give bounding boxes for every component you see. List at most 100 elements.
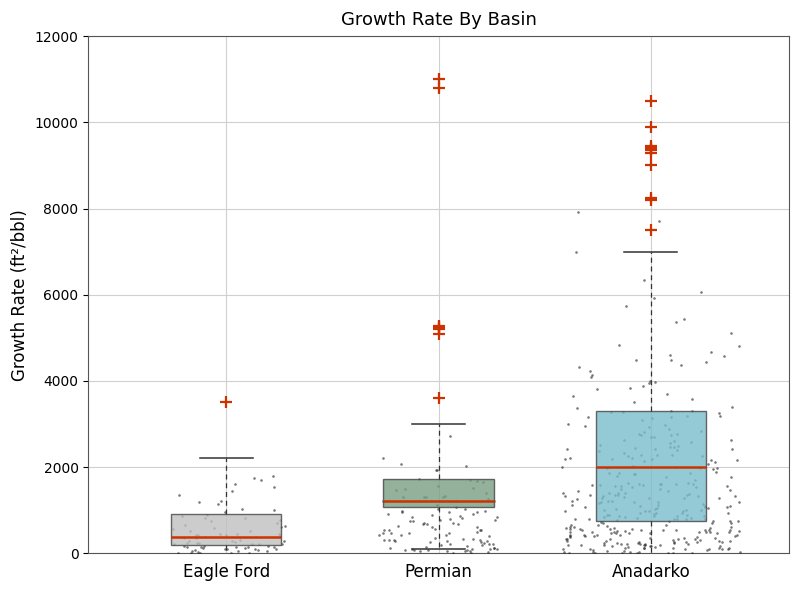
- Point: [695, 452, 708, 461]
- Point: [431, 465, 444, 475]
- Point: [250, 532, 262, 542]
- Point: [632, 547, 645, 556]
- Point: [193, 538, 206, 548]
- Point: [694, 287, 707, 297]
- Point: [378, 536, 390, 545]
- Point: [610, 472, 623, 481]
- Point: [176, 511, 189, 521]
- Point: [395, 506, 408, 516]
- Point: [183, 526, 196, 536]
- Point: [190, 538, 203, 548]
- Point: [178, 541, 190, 551]
- Y-axis label: Growth Rate (ft²/bbl): Growth Rate (ft²/bbl): [11, 209, 29, 381]
- Point: [183, 536, 196, 545]
- Point: [644, 433, 657, 442]
- Point: [681, 510, 694, 520]
- Point: [613, 340, 626, 350]
- Point: [467, 535, 480, 544]
- Point: [474, 535, 486, 545]
- Point: [470, 527, 483, 537]
- Point: [702, 459, 714, 468]
- Point: [478, 506, 491, 516]
- Point: [559, 455, 572, 464]
- Point: [702, 503, 714, 513]
- Point: [598, 512, 610, 522]
- Point: [253, 539, 266, 549]
- Point: [690, 538, 703, 547]
- Point: [483, 531, 496, 540]
- Point: [424, 538, 437, 547]
- Point: [666, 450, 678, 459]
- Point: [699, 357, 712, 366]
- Point: [270, 518, 283, 527]
- Point: [680, 537, 693, 546]
- Point: [615, 481, 628, 491]
- Point: [570, 403, 583, 413]
- Point: [726, 444, 738, 453]
- Point: [564, 523, 577, 532]
- Point: [607, 527, 620, 537]
- Point: [426, 510, 438, 519]
- Point: [440, 536, 453, 546]
- Point: [406, 512, 419, 522]
- Point: [450, 496, 462, 506]
- Point: [638, 456, 650, 466]
- Point: [582, 413, 594, 422]
- Point: [622, 451, 634, 461]
- Point: [635, 415, 648, 424]
- Point: [686, 548, 698, 557]
- Point: [665, 430, 678, 439]
- Point: [621, 539, 634, 548]
- Point: [698, 502, 711, 511]
- Point: [457, 534, 470, 543]
- Point: [671, 511, 684, 521]
- Point: [278, 522, 291, 531]
- Point: [601, 510, 614, 519]
- Point: [627, 497, 640, 506]
- Point: [602, 469, 615, 478]
- Point: [563, 525, 576, 534]
- Point: [676, 506, 689, 516]
- Point: [645, 541, 658, 551]
- Point: [613, 468, 626, 477]
- Point: [663, 516, 676, 526]
- Point: [608, 523, 621, 533]
- Point: [463, 475, 476, 485]
- Point: [586, 371, 598, 380]
- Point: [668, 538, 681, 547]
- Point: [725, 518, 738, 527]
- Point: [446, 548, 459, 558]
- Point: [605, 528, 618, 538]
- Point: [731, 516, 744, 525]
- Point: [632, 538, 645, 547]
- Point: [561, 536, 574, 545]
- Point: [689, 476, 702, 485]
- Point: [704, 527, 717, 537]
- Point: [474, 525, 487, 535]
- Point: [466, 509, 479, 519]
- Point: [488, 543, 501, 553]
- Point: [434, 516, 446, 525]
- Point: [604, 525, 617, 534]
- Point: [186, 546, 198, 556]
- Point: [724, 525, 737, 535]
- Point: [654, 484, 666, 494]
- Point: [723, 516, 736, 526]
- Point: [723, 527, 736, 537]
- Point: [267, 506, 280, 515]
- Point: [406, 544, 418, 554]
- Point: [710, 464, 723, 473]
- Point: [638, 427, 650, 436]
- Point: [274, 531, 286, 540]
- Point: [618, 526, 631, 535]
- Point: [180, 542, 193, 552]
- Point: [610, 504, 622, 514]
- Point: [579, 421, 592, 430]
- Point: [642, 506, 655, 516]
- Point: [474, 526, 487, 535]
- Point: [722, 543, 735, 552]
- Point: [634, 451, 647, 460]
- Point: [594, 440, 606, 449]
- Point: [722, 508, 734, 517]
- Point: [583, 544, 596, 554]
